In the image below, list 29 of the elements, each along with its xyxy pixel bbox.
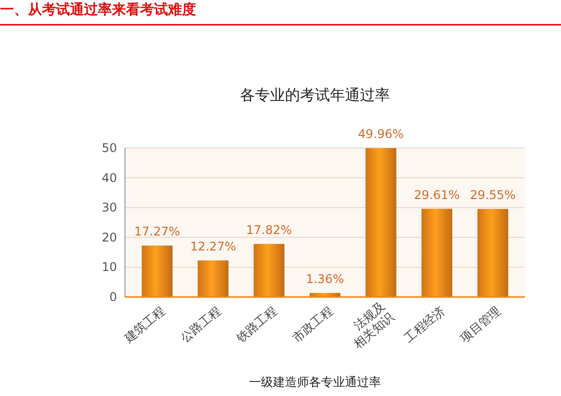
- data-label: 12.27%: [190, 239, 236, 254]
- y-tick-label: 0: [109, 290, 117, 304]
- data-label: 29.55%: [470, 188, 516, 202]
- bar: [142, 246, 173, 297]
- bar: [366, 148, 396, 297]
- y-tick-label: 20: [102, 230, 117, 244]
- x-tick-label: 建筑工程: [121, 304, 168, 346]
- data-label: 29.61%: [414, 188, 460, 202]
- data-label: 17.82%: [246, 222, 292, 237]
- bar: [254, 244, 284, 297]
- x-tick-label: 项目管理: [458, 304, 504, 346]
- y-tick-label: 10: [102, 260, 117, 274]
- x-tick-label: 工程经济: [402, 304, 448, 346]
- y-tick-label: 50: [102, 141, 117, 155]
- bar: [422, 208, 452, 297]
- x-tick-label: 市政工程: [290, 304, 336, 346]
- x-tick-label: 公路工程: [178, 304, 224, 346]
- bar: [198, 260, 228, 297]
- bar: [477, 208, 508, 297]
- x-tick-label: 铁路工程: [233, 304, 280, 346]
- text: 一、从考试通过率来看考试难度: [0, 1, 196, 18]
- y-tick-label: 30: [102, 200, 117, 215]
- data-label: 1.36%: [306, 272, 344, 286]
- chart-title: 各专业的考试年通过率: [240, 86, 390, 104]
- y-tick-label: 40: [102, 170, 117, 185]
- x-tick-label: 法规及相关知识: [350, 299, 397, 352]
- text: 一级建造师各专业通过率: [249, 375, 381, 389]
- data-label: 17.27%: [134, 224, 180, 239]
- data-label: 49.96%: [358, 127, 404, 142]
